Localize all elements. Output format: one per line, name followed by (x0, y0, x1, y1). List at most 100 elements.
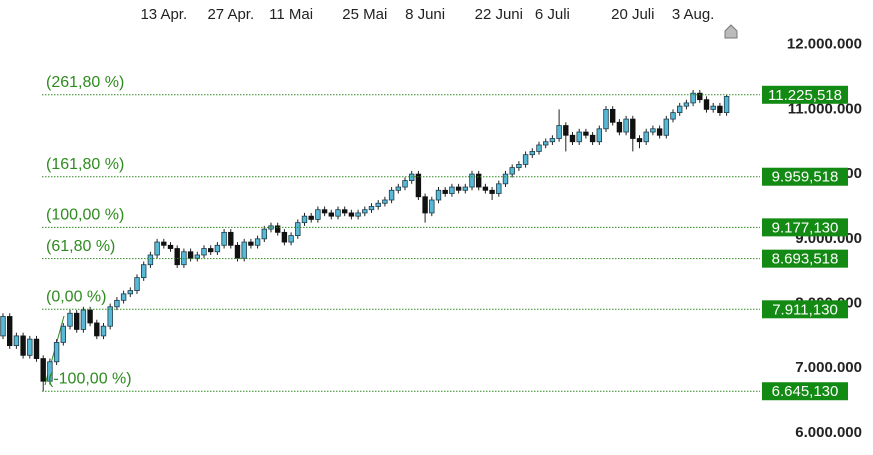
candle-body (603, 108, 609, 130)
level-tag (762, 300, 848, 319)
candle-body (656, 128, 663, 136)
x-tick-label: 8 Juni (405, 6, 445, 23)
level-value-label: 9.959,518 (772, 169, 839, 186)
candle-body (214, 244, 221, 253)
level-tag (762, 249, 848, 268)
candle-body (274, 225, 281, 233)
candle-body (154, 241, 160, 256)
candle-body (308, 215, 314, 220)
y-tick-label: 6.000.000 (795, 424, 862, 441)
candle-body (516, 163, 522, 169)
candle-body (422, 196, 428, 214)
candle-body (489, 189, 495, 194)
candle-body (74, 312, 80, 330)
candle-body (228, 231, 234, 246)
candle-body (697, 92, 703, 101)
candle-body (703, 99, 710, 110)
level-label: (161,80 %) (46, 156, 124, 173)
candle-body (556, 125, 562, 139)
candle-body (462, 186, 468, 191)
y-tick-label: 11.000.000 (788, 100, 862, 117)
candle-body (429, 199, 435, 214)
scroll-icon[interactable] (724, 24, 738, 39)
candle-body (13, 335, 20, 347)
candle-body (589, 134, 596, 143)
candle-body (395, 186, 401, 191)
level-value-label: 11.225,518 (768, 87, 842, 104)
candle-body (670, 112, 676, 120)
candle-body (341, 209, 348, 214)
x-tick-label: 25 Mai (342, 6, 387, 23)
candle-body (482, 186, 489, 191)
candle-body (194, 254, 200, 259)
candle-body (502, 173, 509, 185)
candle-body (248, 241, 254, 246)
level-label: (61,80 %) (46, 238, 115, 255)
candle-body (362, 209, 368, 214)
candle-body (335, 209, 341, 217)
candle-body (241, 241, 247, 259)
candle-body (583, 131, 589, 136)
level-value-label: 8.693,518 (772, 251, 839, 268)
candle-body (315, 209, 321, 220)
level-value-label: 9.177,130 (772, 219, 839, 236)
candle-body (536, 144, 542, 152)
candle-body (388, 189, 395, 201)
candle-body (321, 209, 328, 214)
x-tick-label: 6 Juli (535, 6, 570, 23)
candle-body (449, 186, 455, 194)
decorations (44, 24, 738, 386)
candle-body (100, 325, 107, 337)
candle-body (174, 248, 180, 266)
x-tick-label: 13 Apr. (140, 6, 187, 23)
candle-body (27, 338, 33, 356)
candle-body (94, 322, 100, 337)
candle-body (616, 121, 623, 133)
candle-body (576, 131, 582, 143)
candle-body (710, 105, 716, 110)
x-tick-label: 3 Aug. (672, 6, 715, 23)
candle-body (114, 299, 120, 308)
candle-body (234, 244, 241, 259)
candle-body (127, 290, 133, 295)
candle-body (60, 325, 66, 343)
candle-body (261, 228, 267, 240)
candle-body (529, 151, 535, 156)
level-tag (762, 85, 848, 104)
candle-body (630, 118, 636, 139)
candle-body (147, 254, 154, 266)
candle-body (442, 189, 448, 194)
candle-body (549, 138, 556, 143)
candle-body (469, 173, 475, 188)
level-tag (762, 218, 848, 237)
candle-body (683, 102, 690, 107)
candle-body (455, 186, 462, 191)
candle-body (187, 251, 194, 259)
candle-body (67, 312, 73, 327)
candle-body (201, 248, 207, 256)
y-tick-label: 12.000.000 (787, 36, 862, 53)
level-label: (-100,00 %) (48, 370, 132, 387)
level-value-label: 6.645,130 (772, 383, 839, 400)
candle-body (663, 118, 669, 136)
candle-body (221, 231, 227, 246)
candle-body (368, 206, 375, 211)
candle-body (348, 212, 355, 217)
candle-body (496, 183, 502, 194)
x-tick-label: 22 Juni (475, 6, 523, 23)
candle-body (161, 241, 167, 246)
candle-body (643, 131, 649, 143)
candle-body (596, 128, 602, 143)
x-tick-label: 11 Mai (269, 6, 313, 23)
candle-body (723, 96, 730, 114)
candle-body (207, 248, 214, 253)
level-label: (261,80 %) (46, 74, 124, 91)
candle-body (543, 141, 549, 146)
candle-body (87, 309, 93, 324)
candle-body (140, 264, 147, 279)
candle-body (717, 105, 723, 114)
candle-body (650, 128, 656, 133)
candle-body (569, 134, 576, 143)
